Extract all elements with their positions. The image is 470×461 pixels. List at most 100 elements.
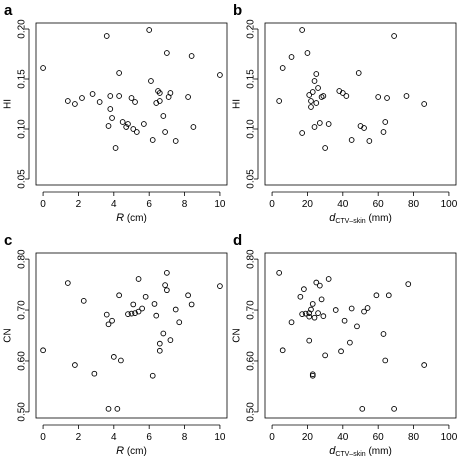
data-point bbox=[361, 125, 367, 131]
data-point bbox=[172, 306, 179, 313]
x-tick-label: 6 bbox=[146, 432, 152, 443]
data-point bbox=[123, 124, 130, 130]
data-point bbox=[309, 301, 316, 307]
data-point bbox=[167, 337, 174, 343]
data-point bbox=[164, 270, 170, 276]
y-tick-label: 0.15 bbox=[17, 69, 28, 89]
data-point bbox=[153, 312, 160, 319]
data-point bbox=[112, 145, 119, 151]
data-point bbox=[320, 93, 327, 99]
data-point bbox=[299, 130, 305, 136]
data-point bbox=[382, 357, 389, 364]
data-point bbox=[151, 301, 158, 307]
data-point bbox=[391, 405, 397, 412]
data-point bbox=[91, 370, 98, 377]
x-tick-label: 0 bbox=[269, 432, 275, 443]
data-point bbox=[316, 120, 323, 126]
y-tick-label: 0.80 bbox=[17, 249, 28, 269]
x-tick-label: 8 bbox=[182, 199, 188, 210]
data-point bbox=[105, 123, 112, 129]
x-tick-label: 6 bbox=[146, 199, 152, 210]
data-point bbox=[217, 283, 223, 289]
y-tick-label: 0.70 bbox=[17, 300, 28, 320]
data-point bbox=[322, 352, 328, 359]
data-point bbox=[128, 310, 135, 317]
x-tick-label: 60 bbox=[373, 199, 385, 210]
data-point bbox=[133, 129, 140, 135]
data-point bbox=[302, 310, 309, 317]
y-tick-label: 0.05 bbox=[246, 169, 257, 189]
data-point bbox=[164, 50, 170, 56]
data-point bbox=[162, 282, 168, 288]
data-point bbox=[188, 53, 195, 59]
data-point bbox=[125, 311, 131, 317]
x-tick-label: 4 bbox=[111, 432, 117, 443]
plot-frame bbox=[264, 252, 457, 419]
data-point bbox=[279, 347, 286, 354]
data-point bbox=[40, 65, 46, 71]
x-tick-label: 20 bbox=[302, 199, 314, 210]
data-point bbox=[276, 270, 282, 276]
y-tick-label: 0.10 bbox=[246, 119, 257, 139]
data-point bbox=[313, 71, 320, 77]
x-tick-label: 10 bbox=[214, 432, 226, 443]
data-point bbox=[135, 276, 142, 282]
y-axis-label: HI bbox=[232, 99, 243, 109]
data-point bbox=[160, 113, 167, 119]
data-point bbox=[313, 279, 320, 286]
data-point bbox=[217, 72, 223, 78]
data-point bbox=[64, 280, 71, 286]
x-tick-label: 4 bbox=[111, 199, 117, 210]
data-point bbox=[116, 292, 122, 299]
panel-letter: b bbox=[233, 2, 242, 19]
data-point bbox=[373, 292, 380, 299]
data-point bbox=[288, 319, 295, 326]
y-tick-label: 0.50 bbox=[246, 402, 257, 422]
data-point bbox=[348, 137, 355, 143]
data-point bbox=[322, 145, 328, 151]
data-point bbox=[185, 94, 191, 100]
data-point bbox=[332, 307, 339, 313]
x-tick-label: 0 bbox=[269, 199, 275, 210]
x-tick-label: 40 bbox=[337, 432, 349, 443]
x-tick-label: 10 bbox=[214, 199, 226, 210]
data-point bbox=[315, 310, 321, 316]
panel-letter: c bbox=[4, 232, 12, 249]
data-point bbox=[304, 50, 311, 56]
data-point bbox=[288, 54, 295, 60]
data-point bbox=[341, 317, 348, 324]
x-tick-label: 40 bbox=[337, 199, 349, 210]
data-point bbox=[311, 78, 318, 84]
data-point bbox=[105, 321, 112, 328]
y-tick-label: 0.80 bbox=[246, 249, 257, 269]
data-point bbox=[421, 362, 428, 368]
x-tick-label: 0 bbox=[40, 199, 46, 210]
data-point bbox=[320, 313, 327, 319]
data-point bbox=[156, 98, 163, 104]
data-point bbox=[109, 317, 115, 324]
panel-a: a 0 2 4 6 8 10 0.05 0.10 0.15 0.20 HI R (cm) bbox=[3, 2, 228, 224]
data-point bbox=[156, 90, 163, 96]
data-point bbox=[132, 310, 138, 316]
data-point bbox=[325, 121, 332, 127]
data-point bbox=[301, 286, 307, 293]
x-tick-label: 80 bbox=[408, 199, 420, 210]
data-point bbox=[107, 93, 114, 99]
y-tick-label: 0.60 bbox=[17, 351, 28, 371]
y-tick-label: 0.50 bbox=[17, 402, 28, 422]
data-point bbox=[306, 92, 313, 98]
data-point bbox=[185, 292, 191, 299]
data-point bbox=[72, 101, 78, 107]
x-tick-label: 80 bbox=[408, 432, 420, 443]
data-point bbox=[148, 78, 154, 84]
data-point bbox=[188, 301, 195, 308]
data-point bbox=[361, 308, 367, 315]
data-point bbox=[384, 95, 390, 101]
x-tick-label: 8 bbox=[182, 432, 188, 443]
data-point bbox=[135, 308, 142, 315]
y-tick-label: 0.20 bbox=[17, 19, 28, 39]
data-point bbox=[139, 305, 145, 312]
data-point bbox=[338, 348, 344, 355]
data-point bbox=[354, 323, 360, 330]
panel-letter: d bbox=[233, 232, 242, 249]
